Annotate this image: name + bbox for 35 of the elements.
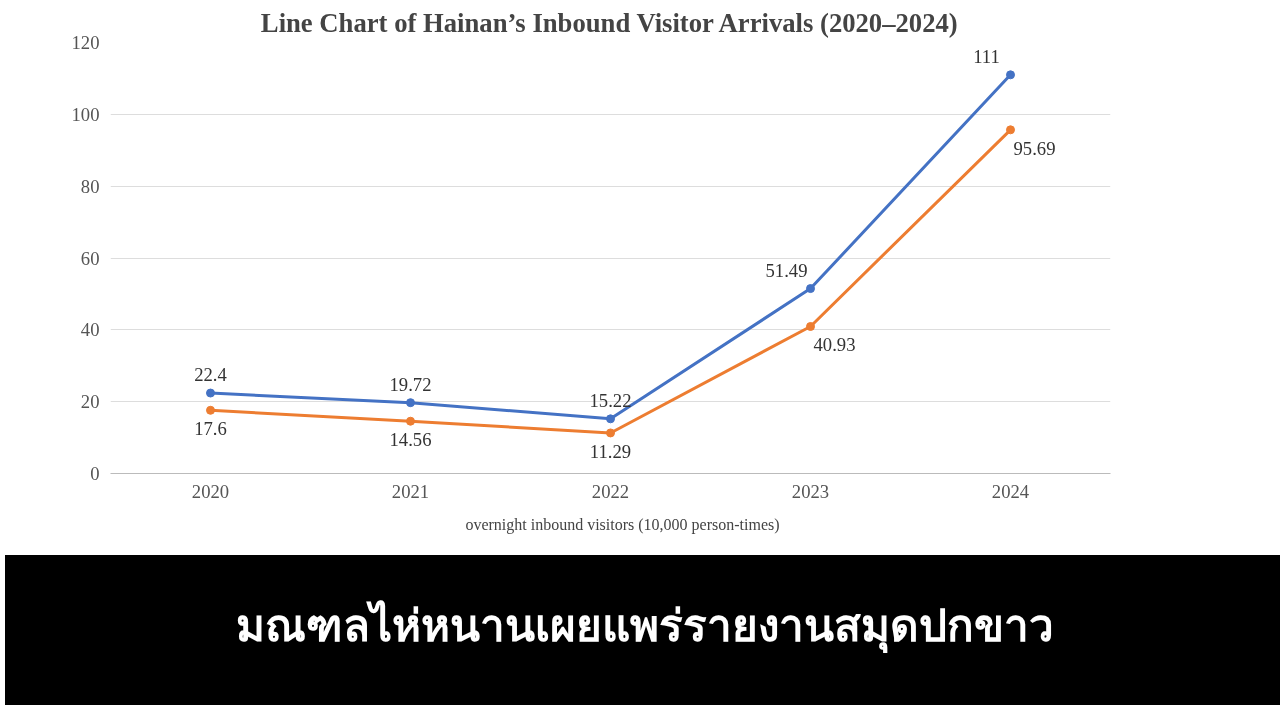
point	[406, 416, 415, 426]
y-tick-label: 80	[80, 175, 100, 197]
data-label: 15.22	[589, 389, 632, 411]
x-tick-label: 2023	[791, 480, 830, 502]
point	[806, 284, 815, 294]
point	[606, 414, 615, 424]
point	[606, 428, 615, 438]
data-label: 11.29	[589, 440, 632, 462]
x-tick-label: 2022	[591, 480, 630, 502]
data-label: 19.72	[389, 373, 432, 395]
data-label: 95.69	[1013, 137, 1056, 159]
data-label: 14.56	[389, 429, 432, 451]
y-tick-label: 20	[80, 391, 100, 413]
y-tick-label: 0	[90, 463, 100, 484]
data-label: 22.4	[194, 364, 228, 386]
y-tick-label: 120	[71, 32, 100, 53]
point	[406, 398, 415, 408]
x-tick-label: 2020	[191, 480, 230, 502]
point	[206, 405, 215, 415]
text: overnight inbound visitors (10,000 person-times)	[465, 516, 780, 534]
y-tick-label: 100	[71, 103, 100, 125]
y-tick-label: 40	[80, 319, 100, 341]
data-label: 17.6	[194, 418, 227, 440]
x-tick-label: 2021	[391, 480, 430, 502]
text: มณฑลไห่หนานเผยแพร่รายงานสมุดปกขาว	[236, 599, 1054, 655]
data-label: 111	[973, 45, 1000, 67]
point	[1006, 70, 1015, 80]
chart-title: Line Chart of Hainan’s Inbound Visitor Arrivals (2020–2024)	[260, 7, 958, 38]
y-tick-label: 60	[80, 247, 100, 269]
data-label: 40.93	[813, 334, 856, 356]
point	[1006, 125, 1015, 135]
x-tick-label: 2024	[991, 480, 1030, 502]
point	[206, 388, 215, 398]
data-label: 51.49	[765, 259, 808, 281]
point	[806, 322, 815, 331]
